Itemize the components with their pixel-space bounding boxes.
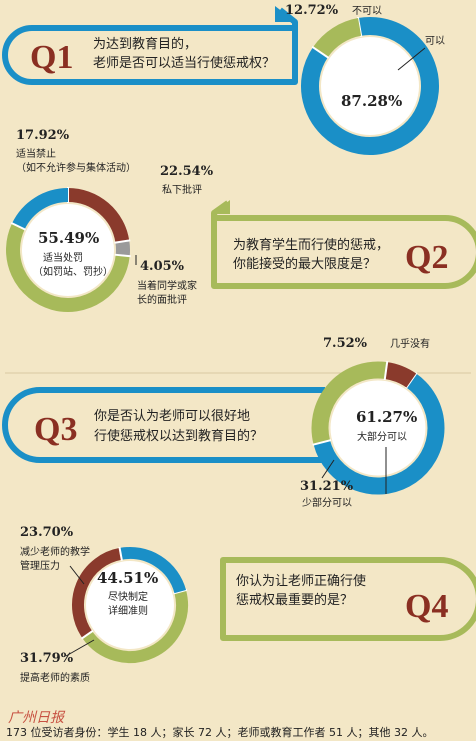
- q2-question-line1: 为教育学生而行使的惩戒，: [233, 237, 389, 253]
- q2-pct-private: 22.54%: [160, 164, 214, 179]
- q4-pct-rules: 44.51%: [97, 569, 158, 587]
- q4-ribbon: [220, 557, 476, 641]
- q3-leader-few: [321, 459, 335, 479]
- q2-label-private: 私下批评: [162, 183, 202, 196]
- q1-slice-separator-1: [311, 45, 330, 59]
- q4-slice-separator-1: [80, 629, 94, 640]
- q4-donut-center: [86, 561, 174, 649]
- q2-label-public-2: 长的面批评: [137, 293, 187, 306]
- q2-label-ban-1: 适当禁止: [16, 147, 56, 160]
- q4-question-line2: 惩戒权最重要的是？: [236, 592, 353, 608]
- q3-pct-none: 7.52%: [323, 336, 368, 351]
- q1-label: Q1: [30, 39, 73, 76]
- q1-label-yes: 可以: [425, 36, 445, 47]
- q2-slice-separator-1: [114, 239, 131, 244]
- q1-donut: [301, 16, 439, 155]
- q2-label-punish-2: （如罚站、罚抄）: [33, 265, 113, 278]
- q4-leader-pressure: [69, 565, 85, 585]
- q3-slice-separator-1: [312, 439, 332, 446]
- q3-label-most: 大部分可以: [357, 430, 407, 443]
- q3-donut-center: [330, 380, 426, 476]
- q4-label-pressure-1: 减少老师的教学: [20, 545, 90, 558]
- q3-slice-1: [311, 361, 388, 445]
- q2-section: 为教育学生而行使的惩戒， 你能接受的最大限度是？ Q2 17.92% 适当禁止 …: [6, 128, 476, 312]
- q3-pct-few: 31.21%: [300, 479, 354, 494]
- q3-donut: [311, 361, 445, 495]
- q4-slice-0: [82, 589, 188, 663]
- q2-label-punish-1: 适当处罚: [43, 251, 83, 264]
- q1-slice-1: [312, 18, 362, 58]
- q2-donut: [6, 187, 131, 312]
- q4-label-quality: 提高老师的素质: [20, 671, 90, 684]
- q2-slice-separator-3: [10, 221, 27, 231]
- q4-pct-pressure: 23.70%: [20, 525, 74, 540]
- q4-slice-1: [72, 547, 122, 639]
- q3-ribbon: [2, 387, 328, 463]
- q4-label-rules-1: 尽快制定: [108, 590, 148, 603]
- q3-slice-0: [313, 373, 445, 495]
- q4-section: 你认为让老师正确行使 惩戒权最重要的是？ Q4 23.70% 减少老师的教学 管…: [20, 525, 476, 684]
- q1-section: Q1 为达到教育目的， 老师是否可以适当行使惩戒权？ 12.72% 不可以 可以…: [2, 3, 445, 155]
- q2-label-public-1: 当着同学或家: [137, 279, 197, 292]
- q3-label: Q3: [34, 411, 77, 448]
- q4-slice-separator-0: [173, 588, 188, 595]
- q2-slice-separator-2: [114, 253, 131, 258]
- footer-note: 173 位受访者身份：学生 18 人；家长 72 人；老师或教育工作者 51 人…: [6, 725, 433, 739]
- q1-question-line1: 为达到教育目的，: [93, 36, 197, 52]
- q4-label-rules-2: 详细准则: [108, 604, 148, 617]
- q2-slice-3: [12, 188, 69, 230]
- q1-question-line2: 老师是否可以适当行使惩戒权？: [93, 55, 275, 71]
- q4-label-pressure-2: 管理压力: [20, 559, 60, 572]
- q2-pct-public: 4.05%: [140, 259, 185, 274]
- q3-label-few: 少部分可以: [302, 496, 352, 509]
- newspaper-logo: 广州日报: [8, 710, 66, 726]
- q2-pct-punish: 55.49%: [38, 229, 99, 247]
- q2-question-line2: 你能接受的最大限度是？: [233, 256, 376, 272]
- q2-label: Q2: [405, 239, 448, 276]
- q1-pct-yes: 87.28%: [341, 92, 402, 110]
- q2-slice-1: [115, 240, 130, 257]
- q3-slice-2: [384, 362, 417, 388]
- q3-question-line1: 你是否认为老师可以很好地: [94, 409, 250, 424]
- q1-pct-no: 12.72%: [285, 3, 339, 18]
- q4-donut: [72, 546, 188, 663]
- q4-question-line1: 你认为让老师正确行使: [236, 573, 366, 589]
- q2-pct-ban: 17.92%: [16, 128, 70, 143]
- q2-ribbon-tip: [212, 200, 230, 214]
- q4-slice-2: [119, 547, 187, 594]
- q3-pct-most: 61.27%: [356, 408, 417, 426]
- q2-donut-center: [22, 204, 114, 296]
- q2-slice-0: [67, 188, 130, 243]
- q2-label-ban-2: （如不允许参与集体活动）: [16, 161, 136, 174]
- q1-ribbon-tip: [275, 6, 296, 22]
- q1-leader-yes: [397, 47, 426, 71]
- q2-ribbon: [211, 200, 476, 289]
- q1-ribbon: [2, 7, 298, 85]
- q4-label: Q4: [405, 588, 448, 625]
- q3-section: Q3 你是否认为老师可以很好地 行使惩戒权以达到教育目的？ 7.52% 几乎没有…: [2, 336, 445, 509]
- q2-slice-2: [6, 223, 130, 312]
- q1-slice-separator-0: [356, 16, 363, 37]
- q4-slice-separator-2: [118, 546, 123, 561]
- q1-slice-0: [301, 17, 439, 155]
- q1-label-no: 不可以: [352, 6, 382, 17]
- q1-donut-center: [321, 37, 419, 135]
- q3-slice-separator-2: [383, 361, 389, 381]
- q3-label-none: 几乎没有: [390, 337, 430, 350]
- q4-leader-quality: [65, 639, 95, 657]
- q4-pct-quality: 31.79%: [20, 651, 74, 666]
- q3-question-line2: 行使惩戒权以达到教育目的？: [94, 428, 263, 444]
